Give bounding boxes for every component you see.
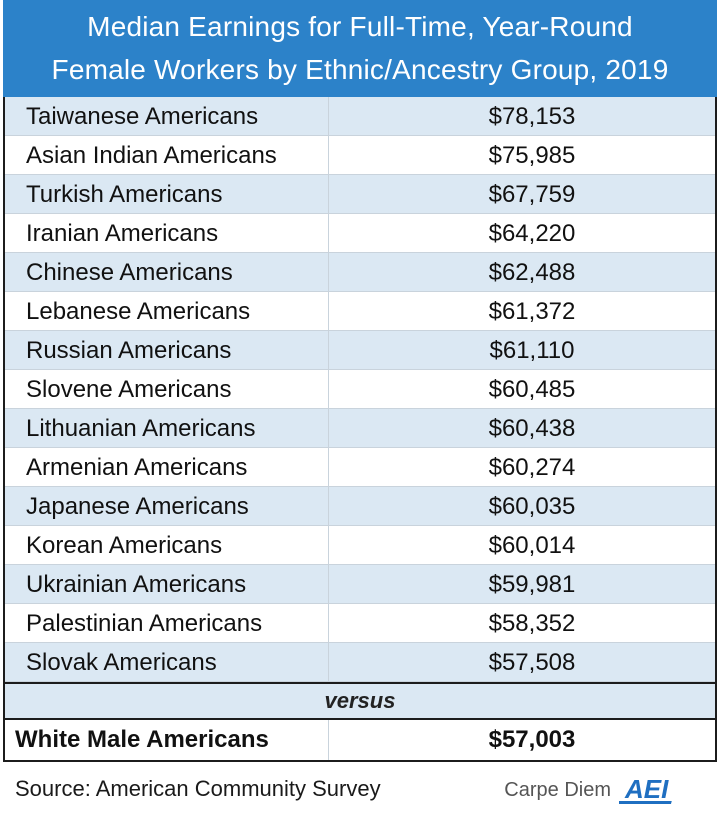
earnings-value: $58,352 [488,610,576,637]
group-label: Taiwanese Americans [5,97,329,135]
comparison-value: $57,003 [488,726,576,753]
earnings-value: $62,488 [488,259,576,286]
earnings-value: $78,153 [488,103,576,130]
aei-logo-icon: AEI [619,774,672,804]
group-label: Japanese Americans [5,487,329,525]
group-label: Asian Indian Americans [5,136,329,174]
group-label: Lebanese Americans [5,292,329,330]
table-row: Asian Indian Americans $75,985 [5,136,715,175]
group-label: Palestinian Americans [5,604,329,642]
comparison-row: White Male Americans $57,003 [3,720,717,762]
table-row: Slovak Americans $57,508 [5,643,715,682]
group-label: Turkish Americans [5,175,329,213]
table-row: Taiwanese Americans $78,153 [5,97,715,136]
earnings-value: $60,274 [488,454,576,481]
title-line-2: Female Workers by Ethnic/Ancestry Group,… [51,54,669,85]
earnings-value: $59,981 [488,571,576,598]
table-row: Palestinian Americans $58,352 [5,604,715,643]
footer: Source: American Community Survey Carpe … [3,762,717,818]
versus-label: versus [3,682,717,720]
comparison-label: White Male Americans [5,720,329,760]
group-label: Chinese Americans [5,253,329,291]
source-note: Source: American Community Survey [15,776,381,801]
group-label: Armenian Americans [5,448,329,486]
earnings-value: $75,985 [488,142,576,169]
earnings-value: $64,220 [488,220,576,247]
earnings-table: Taiwanese Americans $78,153 Asian Indian A… [3,97,717,682]
chart-title: Median Earnings for Full-Time, Year-Roun… [3,0,717,97]
brand: Carpe Diem AEI [504,774,681,806]
table-row: Lithuanian Americans $60,438 [5,409,715,448]
table-row: Ukrainian Americans $59,981 [5,565,715,604]
table-row: Lebanese Americans $61,372 [5,292,715,331]
group-label: Russian Americans [5,331,329,369]
earnings-value: $60,438 [488,415,576,442]
table-row: Russian Americans $61,110 [5,331,715,370]
earnings-value: $67,759 [488,181,576,208]
svg-text:AEI: AEI [624,774,669,804]
table-row: Slovene Americans $60,485 [5,370,715,409]
table-row: Armenian Americans $60,274 [5,448,715,487]
table-row: Chinese Americans $62,488 [5,253,715,292]
earnings-value: $60,485 [488,376,576,403]
table-row: Iranian Americans $64,220 [5,214,715,253]
group-label: Slovak Americans [5,643,329,681]
earnings-value: $60,035 [488,493,576,520]
title-line-1: Median Earnings for Full-Time, Year-Roun… [87,11,633,42]
earnings-value: $57,508 [488,649,576,676]
group-label: Slovene Americans [5,370,329,408]
earnings-value: $60,014 [488,532,576,559]
brand-text: Carpe Diem [504,778,611,801]
earnings-value: $61,110 [489,337,575,364]
group-label: Lithuanian Americans [5,409,329,447]
earnings-value: $61,372 [488,298,576,325]
table-row: Turkish Americans $67,759 [5,175,715,214]
table-row: Korean Americans $60,014 [5,526,715,565]
table-row: Japanese Americans $60,035 [5,487,715,526]
group-label: Iranian Americans [5,214,329,252]
group-label: Ukrainian Americans [5,565,329,603]
group-label: Korean Americans [5,526,329,564]
